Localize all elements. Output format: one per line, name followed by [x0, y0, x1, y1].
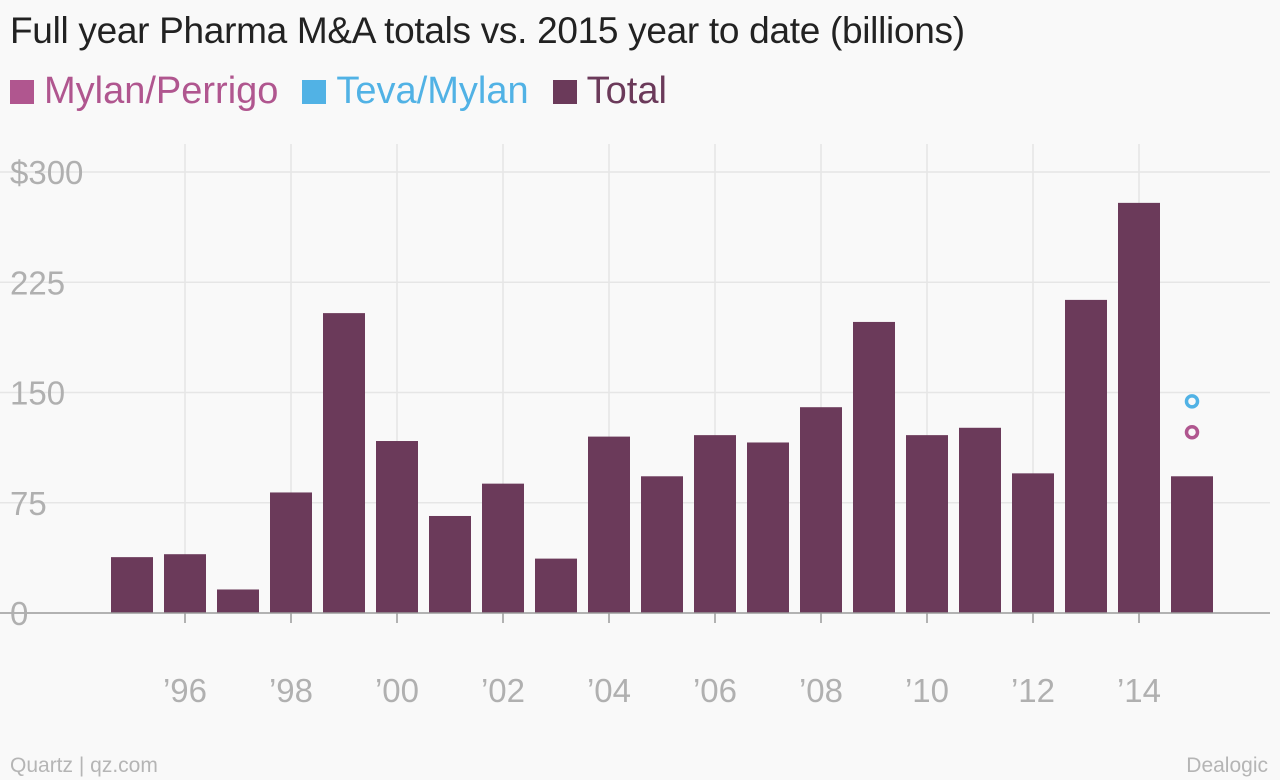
- x-tick-label-1998: ’98: [269, 672, 313, 709]
- x-tick-label-2010: ’10: [905, 672, 949, 709]
- legend-label-teva-mylan: Teva/Mylan: [336, 70, 529, 112]
- y-tick-label-225: 225: [10, 264, 65, 301]
- y-tick-label-0: 0: [10, 595, 28, 632]
- legend-swatch-total: [552, 79, 577, 104]
- bar-2000: [376, 441, 418, 613]
- bar-2013: [1065, 299, 1107, 613]
- bar-1997: [217, 589, 259, 613]
- x-tick-label-2012: ’12: [1011, 672, 1055, 709]
- bar-2008: [800, 407, 842, 613]
- x-tick-label-2000: ’00: [375, 672, 419, 709]
- y-tick-label-75: 75: [10, 485, 47, 522]
- bar-2002: [482, 483, 524, 613]
- point-mylan-perrigo-2015: [1184, 424, 1200, 440]
- bar-1996: [164, 554, 206, 613]
- bar-2009: [853, 321, 895, 613]
- footer-source: Dealogic: [1186, 754, 1268, 777]
- bar-1999: [323, 313, 365, 613]
- legend-item-total: Total: [552, 70, 667, 113]
- point-teva-mylan-2015: [1184, 394, 1200, 409]
- bar-2011: [959, 427, 1001, 613]
- legend-swatch-mylan-perrigo: [10, 79, 34, 104]
- legend-label-total: Total: [586, 70, 667, 112]
- legend-item-teva-mylan: Teva/Mylan: [302, 70, 529, 113]
- y-tick-label-300: $300: [10, 154, 83, 191]
- bar-2005: [641, 476, 683, 613]
- legend-label-mylan-perrigo: Mylan/Perrigo: [44, 70, 279, 112]
- chart-legend: Mylan/Perrigo Teva/Mylan Total: [10, 70, 691, 113]
- bar-2006: [694, 435, 736, 613]
- bar-2010: [906, 435, 948, 613]
- bar-2007: [747, 442, 789, 613]
- bar-2014: [1118, 202, 1160, 613]
- x-tick-label-2002: ’02: [481, 672, 525, 709]
- bar-2001: [429, 515, 471, 613]
- x-tick-label-2006: ’06: [693, 672, 737, 709]
- bar-2015: [1171, 476, 1213, 613]
- x-tick-label-2014: ’14: [1117, 672, 1161, 709]
- bar-1995: [111, 557, 153, 613]
- bar-2004: [588, 436, 630, 613]
- x-tick-label-1996: ’96: [163, 672, 207, 709]
- footer-credit: Quartz | qz.com: [10, 754, 158, 777]
- bar-2012: [1012, 473, 1054, 613]
- bar-1998: [270, 492, 312, 613]
- x-tick-label-2004: ’04: [587, 672, 631, 709]
- y-tick-label-150: 150: [10, 375, 65, 412]
- bar-2003: [535, 558, 577, 613]
- legend-swatch-teva-mylan: [302, 79, 327, 104]
- x-tick-label-2008: ’08: [799, 672, 843, 709]
- legend-item-mylan-perrigo: Mylan/Perrigo: [10, 70, 278, 113]
- chart-title: Full year Pharma M&A totals vs. 2015 yea…: [10, 10, 965, 51]
